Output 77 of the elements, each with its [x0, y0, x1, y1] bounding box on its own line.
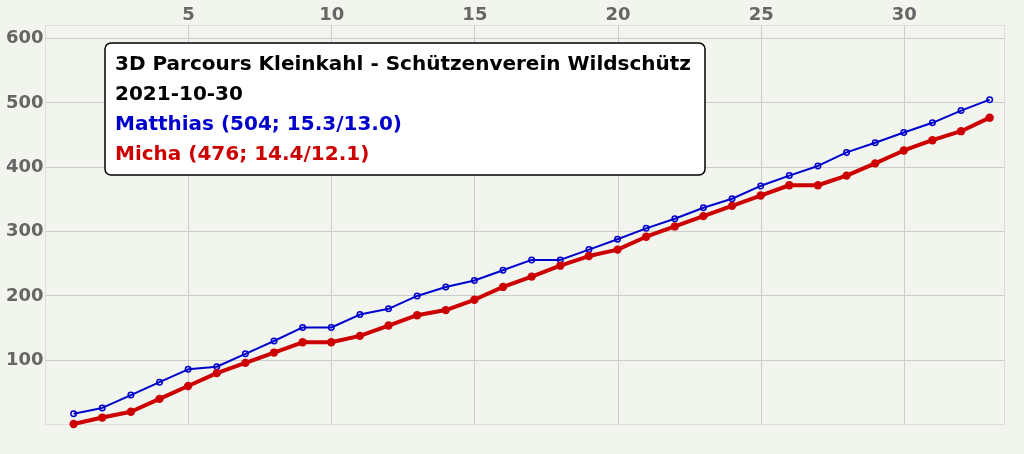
- x-tick-label: 25: [748, 2, 774, 24]
- point: [641, 232, 651, 241]
- point: [356, 311, 364, 319]
- point: [212, 368, 221, 378]
- x-tick-label: 30: [891, 2, 917, 24]
- text: 3D Parcours Kleinkahl - Schützenverein Wildschütz: [115, 51, 692, 75]
- point: [928, 136, 937, 145]
- point: [728, 195, 736, 203]
- point: [241, 350, 249, 358]
- point: [928, 119, 936, 127]
- point: [670, 222, 679, 231]
- point: [98, 413, 107, 422]
- point: [785, 172, 793, 180]
- point: [412, 311, 422, 320]
- point: [441, 305, 450, 315]
- point: [298, 338, 307, 347]
- point: [699, 211, 708, 221]
- point: [327, 338, 336, 347]
- point: [98, 404, 106, 412]
- point: [871, 139, 879, 147]
- point: [355, 331, 365, 341]
- point: [385, 305, 393, 313]
- point: [470, 277, 478, 284]
- point: [327, 323, 335, 331]
- y-tick-label: 600: [5, 26, 44, 48]
- point: [757, 182, 765, 190]
- x-tick-label: 5: [182, 2, 195, 24]
- point: [985, 113, 994, 122]
- point: [556, 261, 565, 270]
- point: [842, 171, 851, 180]
- point: [156, 378, 163, 386]
- point: [269, 348, 279, 357]
- point: [155, 394, 164, 404]
- point: [69, 419, 78, 429]
- point: [499, 266, 507, 274]
- point: [813, 181, 823, 190]
- point: [900, 128, 908, 136]
- point: [843, 148, 851, 156]
- y-tick-label: 100: [5, 348, 44, 370]
- point: [384, 321, 393, 330]
- point: [527, 272, 536, 281]
- x-tick-label: 20: [605, 2, 631, 24]
- point: [413, 292, 421, 300]
- point: [785, 181, 794, 190]
- point: [642, 224, 650, 232]
- point: [699, 204, 707, 212]
- point: [614, 235, 622, 243]
- point: [213, 363, 221, 371]
- point: [671, 215, 679, 223]
- text: Matthias (504; 15.3/13.0): [115, 111, 402, 135]
- text: Micha (476; 14.4/12.1): [115, 141, 370, 165]
- y-tick-label: 300: [5, 219, 44, 241]
- point: [127, 391, 135, 399]
- y-tick-label: 200: [5, 283, 44, 305]
- point: [613, 245, 622, 254]
- point: [814, 162, 822, 170]
- point: [184, 365, 192, 373]
- point: [126, 407, 136, 416]
- point: [498, 282, 508, 292]
- text: 2021-10-30: [115, 81, 243, 105]
- point: [957, 107, 965, 115]
- point: [899, 146, 908, 155]
- point: [584, 251, 594, 261]
- point: [528, 256, 536, 264]
- y-tick-label: 500: [5, 90, 44, 112]
- point: [241, 358, 250, 368]
- point: [871, 159, 880, 168]
- x-tick-label: 10: [319, 2, 345, 24]
- point: [727, 201, 737, 211]
- point: [470, 295, 479, 304]
- point: [956, 127, 966, 136]
- point: [183, 381, 193, 391]
- y-tick-label: 400: [5, 155, 44, 177]
- point: [442, 283, 450, 291]
- point: [756, 191, 765, 200]
- x-tick-label: 15: [462, 2, 488, 24]
- point: [299, 323, 307, 331]
